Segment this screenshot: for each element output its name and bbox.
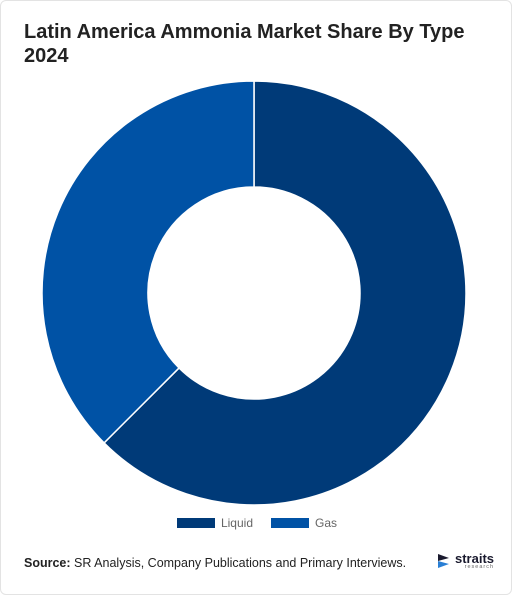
source-note: Source: SR Analysis, Company Publication… xyxy=(24,556,406,570)
logo-name: straits xyxy=(455,551,495,566)
source-text: SR Analysis, Company Publications and Pr… xyxy=(74,556,407,570)
legend-item-gas[interactable]: Gas xyxy=(271,516,337,530)
legend-label-liquid: Liquid xyxy=(220,516,253,530)
source-label: Source: xyxy=(24,556,71,570)
chart-title: Latin America Ammonia Market Share By Ty… xyxy=(24,21,465,67)
logo-sub: research xyxy=(464,564,495,570)
legend-swatch-liquid xyxy=(176,518,215,528)
legend-swatch-gas xyxy=(271,518,309,528)
straits-logo: straits research xyxy=(437,552,494,571)
donut-slices xyxy=(41,80,467,506)
donut-slice-liquid[interactable] xyxy=(103,80,467,506)
chart-legend: Liquid Gas xyxy=(0,516,514,530)
legend-label-gas: Gas xyxy=(315,516,338,530)
straits-logo-icon xyxy=(438,554,449,569)
legend-item-liquid[interactable]: Liquid xyxy=(176,516,253,530)
donut-slice-gas[interactable] xyxy=(41,80,255,444)
